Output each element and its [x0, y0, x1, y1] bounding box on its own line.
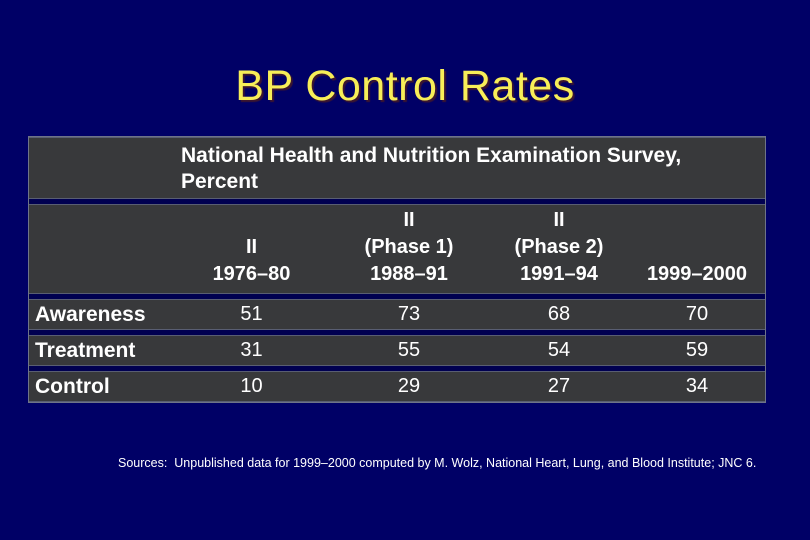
column-header-phase1: II (Phase 1) 1988–91 [329, 205, 489, 293]
table-title-cell: National Health and Nutrition Examinatio… [29, 137, 765, 199]
column-header-line: 1976–80 [212, 263, 291, 285]
table-row-awareness: Awareness 51 73 68 70 [29, 299, 765, 330]
value-cell: 68 [547, 303, 571, 325]
column-header-line: 1991–94 [520, 263, 598, 285]
value-cell: 27 [547, 375, 571, 397]
source-note: Sources: Unpublished data for 1999–2000 … [118, 456, 757, 470]
column-header-row: II 1976–80 II (Phase 1) 1988–91 II (Phas… [29, 204, 765, 294]
value-cell: 55 [397, 339, 421, 361]
row-label: Awareness [35, 302, 146, 326]
column-header-1999-2000: 1999–2000 [629, 205, 765, 293]
table-row-control: Control 10 29 27 34 [29, 371, 765, 402]
column-header-line: 1988–91 [370, 263, 448, 285]
column-header-line: 1999–2000 [646, 263, 748, 285]
table-row-treatment: Treatment 31 55 54 59 [29, 335, 765, 366]
column-header-nhanes-ii: II 1976–80 [174, 205, 329, 293]
column-header-line: (Phase 1) [364, 236, 454, 258]
value-cell: 73 [397, 303, 421, 325]
value-cell: 31 [240, 339, 263, 361]
value-cell: 70 [685, 303, 709, 325]
row-label: Control [35, 374, 110, 398]
value-cell: 59 [685, 339, 709, 361]
column-header-spacer [29, 205, 174, 293]
value-cell: 51 [240, 303, 263, 325]
column-header-line: II [403, 209, 415, 231]
column-header-line: II [245, 236, 258, 258]
column-header-phase2: II (Phase 2) 1991–94 [489, 205, 629, 293]
slide-title: BP Control Rates [235, 62, 575, 110]
value-cell: 54 [547, 339, 571, 361]
row-label: Treatment [35, 338, 136, 362]
data-table-panel: National Health and Nutrition Examinatio… [28, 136, 766, 403]
column-header-line: (Phase 2) [514, 236, 604, 258]
table-title-line-1: National Health and Nutrition Examinatio… [181, 144, 682, 167]
value-cell: 10 [240, 375, 263, 397]
value-cell: 29 [397, 375, 421, 397]
table-title-line-2: Percent [181, 170, 259, 193]
column-header-line: II [553, 209, 565, 231]
value-cell: 34 [685, 375, 709, 397]
